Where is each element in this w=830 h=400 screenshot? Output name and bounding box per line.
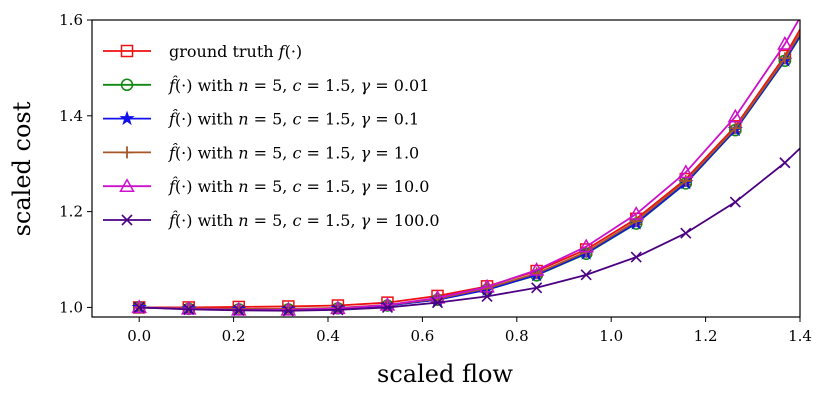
legend-entry-1: f̂(·) with n = 5, c = 1.5, γ = 0.01	[103, 75, 429, 95]
x-tick-label-2: 0.4	[316, 327, 340, 345]
legend-marker-2	[119, 110, 135, 126]
data-point-3-12	[729, 122, 742, 135]
data-point-4-12	[727, 108, 744, 123]
data-point-5-12	[729, 196, 741, 208]
x-tick-label-5: 1.0	[599, 327, 623, 345]
legend-label-4: f̂(·) with n = 5, c = 1.5, γ = 10.0	[168, 177, 429, 196]
y-tick-label-3: 1.6	[59, 11, 83, 29]
legend-marker-4	[119, 178, 135, 192]
x-tick-label-1: 0.2	[222, 327, 246, 345]
axes: 0.0 0.2 0.4 0.6 0.8 1.0 1.2 1.4 1.0 1.2 1.4 1.6	[59, 11, 812, 345]
data-point-4-1	[180, 300, 197, 315]
legend-label-1: f̂(·) with n = 5, c = 1.5, γ = 0.01	[168, 75, 429, 94]
data-point-5-7	[481, 290, 493, 302]
x-tick-label-4: 0.8	[505, 327, 529, 345]
data-point-5-8	[531, 282, 543, 294]
legend-entry-2: f̂(·) with n = 5, c = 1.5, γ = 0.1	[103, 109, 419, 129]
legend-entry-0: ground truth f(·)	[103, 42, 302, 61]
data-point-4-7	[479, 278, 495, 293]
data-point-3-13	[778, 52, 791, 65]
legend-label-2: f̂(·) with n = 5, c = 1.5, γ = 0.1	[168, 109, 419, 128]
data-point-5-10	[630, 251, 642, 263]
y-axis-label: scaled cost	[8, 101, 36, 236]
legend-marker-1	[120, 78, 134, 92]
series-0	[132, 29, 800, 314]
data-point-5-5	[381, 301, 394, 313]
legend-entry-3: f̂(·) with n = 5, c = 1.5, γ = 1.0	[103, 143, 419, 162]
legend-marker-0	[120, 44, 134, 58]
data-point-4-9	[578, 238, 594, 253]
data-point-4-11	[677, 164, 694, 179]
data-point-5-1	[183, 303, 195, 315]
series-5	[133, 147, 800, 317]
data-point-5-0	[133, 301, 145, 313]
data-point-4-2	[231, 301, 247, 316]
series-line-3	[139, 32, 800, 310]
data-point-5-2	[233, 304, 245, 316]
x-tick-label-6: 1.2	[694, 327, 718, 345]
y-tick-label-2: 1.4	[59, 107, 83, 125]
data-point-5-11	[680, 227, 692, 239]
y-tick-label-1: 1.2	[59, 203, 83, 221]
data-point-4-13	[777, 35, 793, 50]
data-point-3-10	[630, 215, 643, 228]
legend-entry-4: f̂(·) with n = 5, c = 1.5, γ = 10.0	[103, 177, 429, 196]
legend: ground truth f(·) f̂(·) with n = 5, c = 1…	[103, 42, 440, 230]
x-tick-label-3: 0.6	[410, 327, 434, 345]
data-point-5-9	[580, 269, 592, 281]
legend-marker-3	[121, 146, 133, 159]
x-tick-label-7: 1.4	[788, 327, 812, 345]
x-axis-label: scaled flow	[377, 360, 513, 388]
data-point-4-10	[628, 205, 645, 220]
legend-entry-5: f̂(·) with n = 5, c = 1.5, γ = 100.0	[103, 211, 440, 230]
legend-label-5: f̂(·) with n = 5, c = 1.5, γ = 100.0	[168, 211, 440, 230]
series-line-0	[139, 29, 800, 309]
x-tick-label-0: 0.0	[127, 327, 151, 345]
data-point-5-3	[282, 305, 294, 317]
plot-area	[131, 20, 800, 317]
legend-marker-5	[121, 214, 133, 226]
legend-label-0: ground truth f(·)	[169, 42, 302, 61]
legend-label-3: f̂(·) with n = 5, c = 1.5, γ = 1.0	[168, 143, 419, 162]
data-point-4-3	[280, 301, 297, 316]
data-point-4-8	[528, 262, 545, 276]
plot-frame	[91, 19, 801, 318]
data-point-5-13	[779, 157, 791, 169]
y-tick-label-0: 1.0	[59, 298, 83, 316]
data-point-5-4	[332, 304, 344, 316]
series-3	[133, 32, 800, 315]
data-point-5-6	[431, 297, 444, 309]
